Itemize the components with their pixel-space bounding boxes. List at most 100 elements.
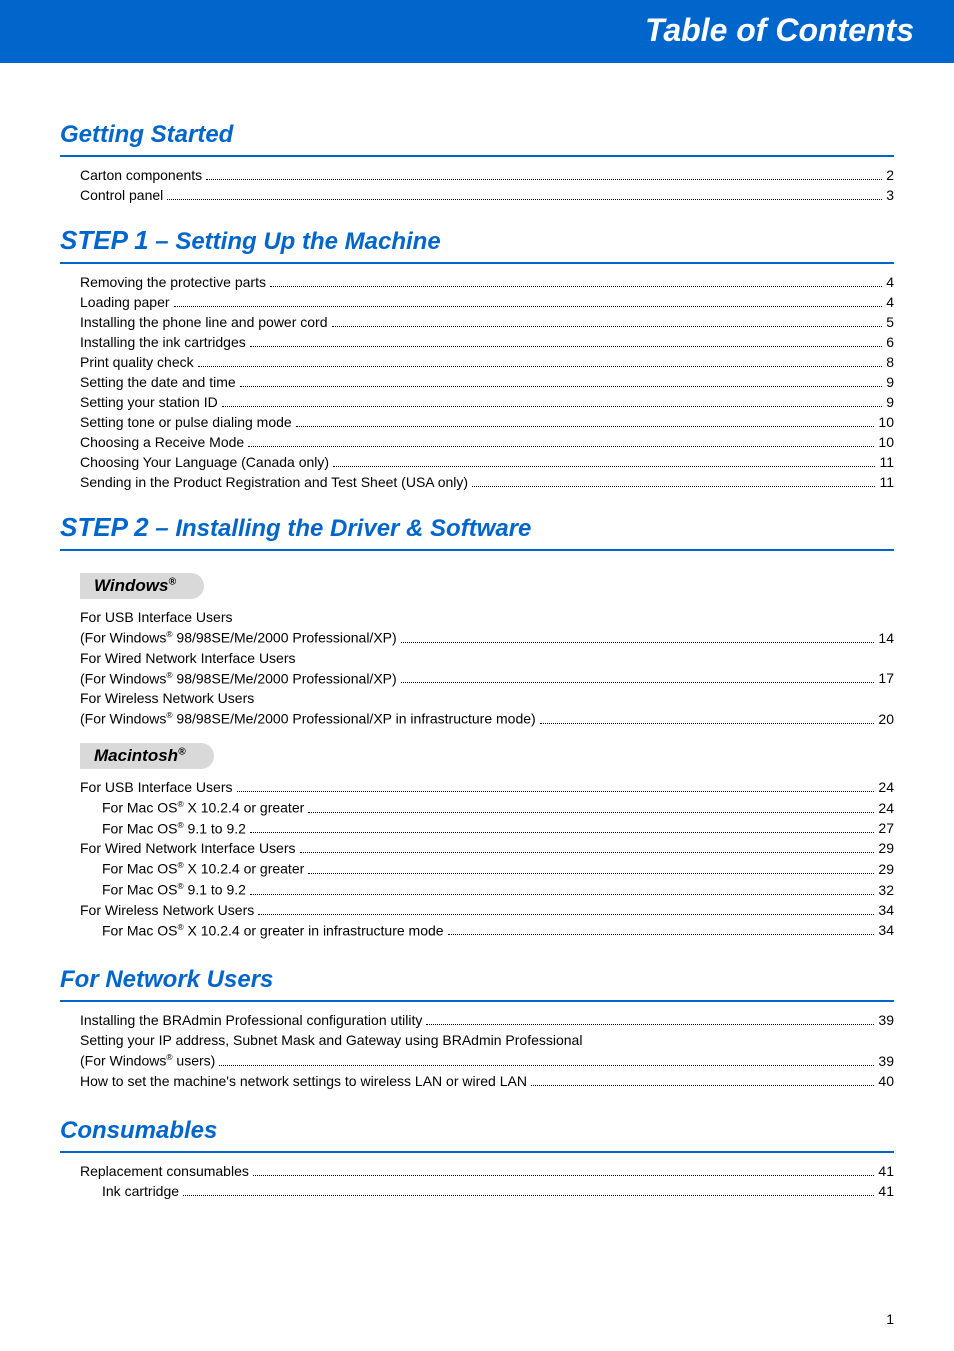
toc-leader — [258, 914, 874, 915]
section-network-title[interactable]: For Network Users — [60, 966, 894, 1002]
registered-mark: ® — [177, 799, 183, 809]
toc-label: For Wired Network Interface Users — [80, 840, 296, 856]
toc-label: (For Windows® users) — [80, 1052, 215, 1069]
toc-entry[interactable]: For Mac OS® 9.1 to 9.2 27 — [80, 820, 894, 837]
toc-entry[interactable]: Setting your IP address, Subnet Mask and… — [80, 1032, 894, 1069]
toc-entry[interactable]: For Mac OS® X 10.2.4 or greater in infra… — [80, 922, 894, 939]
toc-entry[interactable]: Control panel 3 — [80, 187, 894, 203]
toc-leader — [426, 1024, 874, 1025]
os-tab-label: Windows — [94, 576, 168, 595]
toc-entry[interactable]: Setting tone or pulse dialing mode 10 — [80, 414, 894, 430]
toc-page: 11 — [879, 474, 894, 490]
toc-leader — [296, 426, 875, 427]
toc-entry[interactable]: Loading paper 4 — [80, 294, 894, 310]
registered-mark: ® — [168, 576, 176, 587]
os-tab-label: Macintosh — [94, 746, 178, 765]
toc-entry[interactable]: Removing the protective parts 4 — [80, 274, 894, 290]
toc-entry[interactable]: Setting your station ID 9 — [80, 394, 894, 410]
toc-leader — [250, 894, 875, 895]
step-title-text: Installing the Driver & Software — [175, 515, 531, 542]
toc-leader — [167, 199, 882, 200]
toc-entry[interactable]: Installing the phone line and power cord… — [80, 314, 894, 330]
toc-page: 8 — [886, 354, 894, 370]
section-step2-title[interactable]: STEP 2 – Installing the Driver & Softwar… — [60, 512, 894, 551]
toc-label: Installing the phone line and power cord — [80, 314, 328, 330]
toc-leader — [198, 366, 883, 367]
toc-label: For Mac OS® X 10.2.4 or greater — [102, 860, 304, 877]
macintosh-tab: Macintosh® — [80, 743, 214, 769]
toc-page: 40 — [878, 1073, 894, 1089]
toc-page: 32 — [878, 882, 894, 898]
toc-label: For USB Interface Users — [80, 609, 233, 625]
toc-entry[interactable]: Replacement consumables 41 — [80, 1163, 894, 1179]
toc-entry[interactable]: How to set the machine's network setting… — [80, 1073, 894, 1089]
toc-label: Choosing a Receive Mode — [80, 434, 244, 450]
toc-page: 29 — [878, 861, 894, 877]
toc-entry[interactable]: Installing the ink cartridges 6 — [80, 334, 894, 350]
toc-label: How to set the machine's network setting… — [80, 1073, 527, 1089]
section-title-text: Consumables — [60, 1117, 217, 1144]
toc-label: Choosing Your Language (Canada only) — [80, 454, 329, 470]
toc-page: 29 — [878, 840, 894, 856]
toc-label: Setting tone or pulse dialing mode — [80, 414, 292, 430]
toc-leader — [401, 642, 875, 643]
toc-page: 24 — [878, 800, 894, 816]
toc-entry[interactable]: For Wireless Network Users 34 — [80, 902, 894, 918]
toc-entry[interactable]: Choosing a Receive Mode 10 — [80, 434, 894, 450]
toc-entry[interactable]: For Mac OS® X 10.2.4 or greater 29 — [80, 860, 894, 877]
registered-mark: ® — [166, 629, 172, 639]
toc-page: 4 — [886, 274, 894, 290]
toc-label: Control panel — [80, 187, 163, 203]
toc-label: For Mac OS® X 10.2.4 or greater — [102, 799, 304, 816]
toc-page: 9 — [886, 394, 894, 410]
section-consumables-title[interactable]: Consumables — [60, 1117, 894, 1153]
toc-entry[interactable]: For Mac OS® X 10.2.4 or greater 24 — [80, 799, 894, 816]
toc-leader — [300, 852, 875, 853]
toc-leader — [401, 682, 875, 683]
toc-entry[interactable]: For USB Interface Users 24 — [80, 779, 894, 795]
toc-leader — [448, 934, 875, 935]
toc-label: Setting the date and time — [80, 374, 236, 390]
section-getting-started-title[interactable]: Getting Started — [60, 121, 894, 157]
toc-entry[interactable]: Print quality check 8 — [80, 354, 894, 370]
toc-label: For Wired Network Interface Users — [80, 650, 296, 666]
toc-page: 27 — [878, 820, 894, 836]
toc-entry[interactable]: Installing the BRAdmin Professional conf… — [80, 1012, 894, 1028]
section-step1-title[interactable]: STEP 1 – Setting Up the Machine — [60, 225, 894, 264]
toc-entry[interactable]: For USB Interface Users(For Windows® 98/… — [80, 609, 894, 646]
toc-entry[interactable]: Carton components 2 — [80, 167, 894, 183]
toc-label: For Mac OS® X 10.2.4 or greater in infra… — [102, 922, 444, 939]
toc-page: 9 — [886, 374, 894, 390]
registered-mark: ® — [166, 670, 172, 680]
registered-mark: ® — [177, 881, 183, 891]
toc-label: Sending in the Product Registration and … — [80, 474, 468, 490]
step1-list: Removing the protective parts 4 Loading p… — [60, 274, 894, 490]
toc-leader — [472, 486, 875, 487]
toc-label: Setting your station ID — [80, 394, 218, 410]
toc-page: 3 — [886, 187, 894, 203]
toc-leader — [333, 466, 875, 467]
toc-leader — [332, 326, 883, 327]
toc-entry[interactable]: For Mac OS® 9.1 to 9.2 32 — [80, 881, 894, 898]
page-number: 1 — [886, 1311, 894, 1327]
consumables-list: Replacement consumables 41 Ink cartridge … — [60, 1163, 894, 1199]
toc-entry[interactable]: Ink cartridge 41 — [80, 1183, 894, 1199]
toc-entry[interactable]: For Wireless Network Users(For Windows® … — [80, 690, 894, 727]
toc-leader — [183, 1195, 874, 1196]
toc-page: 41 — [878, 1163, 894, 1179]
toc-leader — [206, 179, 882, 180]
step-sep: – — [149, 228, 176, 255]
toc-label: Installing the ink cartridges — [80, 334, 246, 350]
toc-leader — [540, 723, 875, 724]
toc-entry[interactable]: For Wired Network Interface Users 29 — [80, 840, 894, 856]
toc-entry[interactable]: For Wired Network Interface Users(For Wi… — [80, 650, 894, 687]
toc-label: For Mac OS® 9.1 to 9.2 — [102, 881, 246, 898]
toc-entry[interactable]: Setting the date and time 9 — [80, 374, 894, 390]
toc-page: 6 — [886, 334, 894, 350]
toc-label: For Mac OS® 9.1 to 9.2 — [102, 820, 246, 837]
toc-label: Print quality check — [80, 354, 194, 370]
toc-entry[interactable]: Sending in the Product Registration and … — [80, 474, 894, 490]
toc-leader — [308, 812, 874, 813]
toc-page: 4 — [886, 294, 894, 310]
toc-entry[interactable]: Choosing Your Language (Canada only) 11 — [80, 454, 894, 470]
